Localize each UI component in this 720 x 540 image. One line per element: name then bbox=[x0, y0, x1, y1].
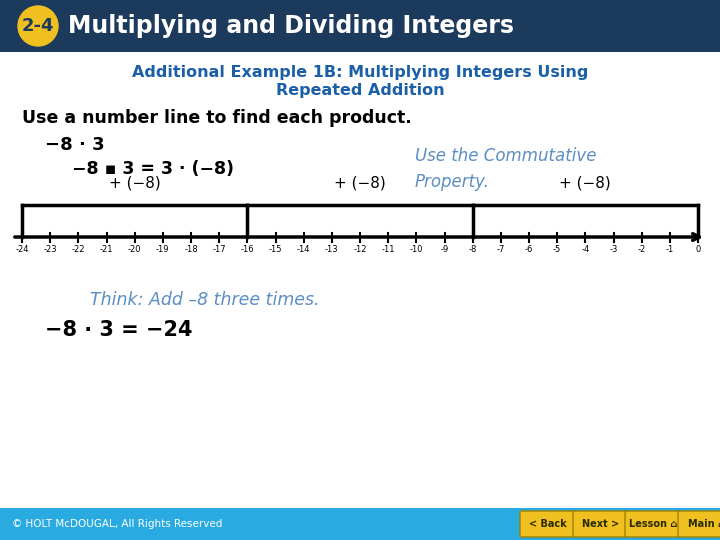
Text: -11: -11 bbox=[382, 246, 395, 254]
Text: -15: -15 bbox=[269, 246, 282, 254]
Text: -18: -18 bbox=[184, 246, 198, 254]
Text: -14: -14 bbox=[297, 246, 310, 254]
Text: + (−8): + (−8) bbox=[559, 176, 611, 191]
Bar bbox=[0, 508, 720, 540]
Text: -22: -22 bbox=[71, 246, 85, 254]
FancyBboxPatch shape bbox=[573, 511, 629, 537]
Text: + (−8): + (−8) bbox=[334, 176, 386, 191]
Text: Multiplying and Dividing Integers: Multiplying and Dividing Integers bbox=[68, 14, 514, 38]
Text: Think: Add –8 three times.: Think: Add –8 three times. bbox=[90, 291, 320, 309]
FancyBboxPatch shape bbox=[678, 511, 720, 537]
Circle shape bbox=[18, 6, 58, 46]
Text: -1: -1 bbox=[666, 246, 674, 254]
Text: Lesson ⌂: Lesson ⌂ bbox=[629, 519, 678, 529]
Text: -12: -12 bbox=[354, 246, 366, 254]
Text: Additional Example 1B: Multiplying Integers Using: Additional Example 1B: Multiplying Integ… bbox=[132, 65, 588, 80]
Text: 2-4: 2-4 bbox=[22, 17, 54, 35]
Text: −8 ▪ 3 = 3 · (−8): −8 ▪ 3 = 3 · (−8) bbox=[72, 160, 234, 178]
Text: −8 · 3: −8 · 3 bbox=[45, 136, 104, 154]
Text: -5: -5 bbox=[553, 246, 562, 254]
Text: -24: -24 bbox=[15, 246, 29, 254]
Text: < Back: < Back bbox=[529, 519, 567, 529]
Text: Main ⌂: Main ⌂ bbox=[688, 519, 720, 529]
Text: -10: -10 bbox=[410, 246, 423, 254]
Text: -13: -13 bbox=[325, 246, 338, 254]
Text: −8 · 3 = −24: −8 · 3 = −24 bbox=[45, 320, 192, 340]
Text: Use the Commutative
Property.: Use the Commutative Property. bbox=[415, 147, 596, 191]
Text: + (−8): + (−8) bbox=[109, 176, 161, 191]
Text: -6: -6 bbox=[525, 246, 534, 254]
Text: -7: -7 bbox=[497, 246, 505, 254]
Bar bbox=[0, 0, 720, 52]
Text: -2: -2 bbox=[637, 246, 646, 254]
Text: Use a number line to find each product.: Use a number line to find each product. bbox=[22, 109, 412, 127]
Text: Next >: Next > bbox=[582, 519, 620, 529]
Text: -3: -3 bbox=[609, 246, 618, 254]
Text: -17: -17 bbox=[212, 246, 226, 254]
Text: Repeated Addition: Repeated Addition bbox=[276, 84, 444, 98]
Text: © HOLT McDOUGAL, All Rights Reserved: © HOLT McDOUGAL, All Rights Reserved bbox=[12, 519, 222, 529]
Text: -4: -4 bbox=[581, 246, 590, 254]
Text: -16: -16 bbox=[240, 246, 254, 254]
Text: -8: -8 bbox=[469, 246, 477, 254]
Text: -21: -21 bbox=[100, 246, 113, 254]
FancyBboxPatch shape bbox=[625, 511, 681, 537]
Text: -19: -19 bbox=[156, 246, 170, 254]
Text: 0: 0 bbox=[696, 246, 701, 254]
Text: -23: -23 bbox=[43, 246, 57, 254]
Text: -20: -20 bbox=[128, 246, 141, 254]
Text: -9: -9 bbox=[441, 246, 449, 254]
FancyBboxPatch shape bbox=[520, 511, 576, 537]
